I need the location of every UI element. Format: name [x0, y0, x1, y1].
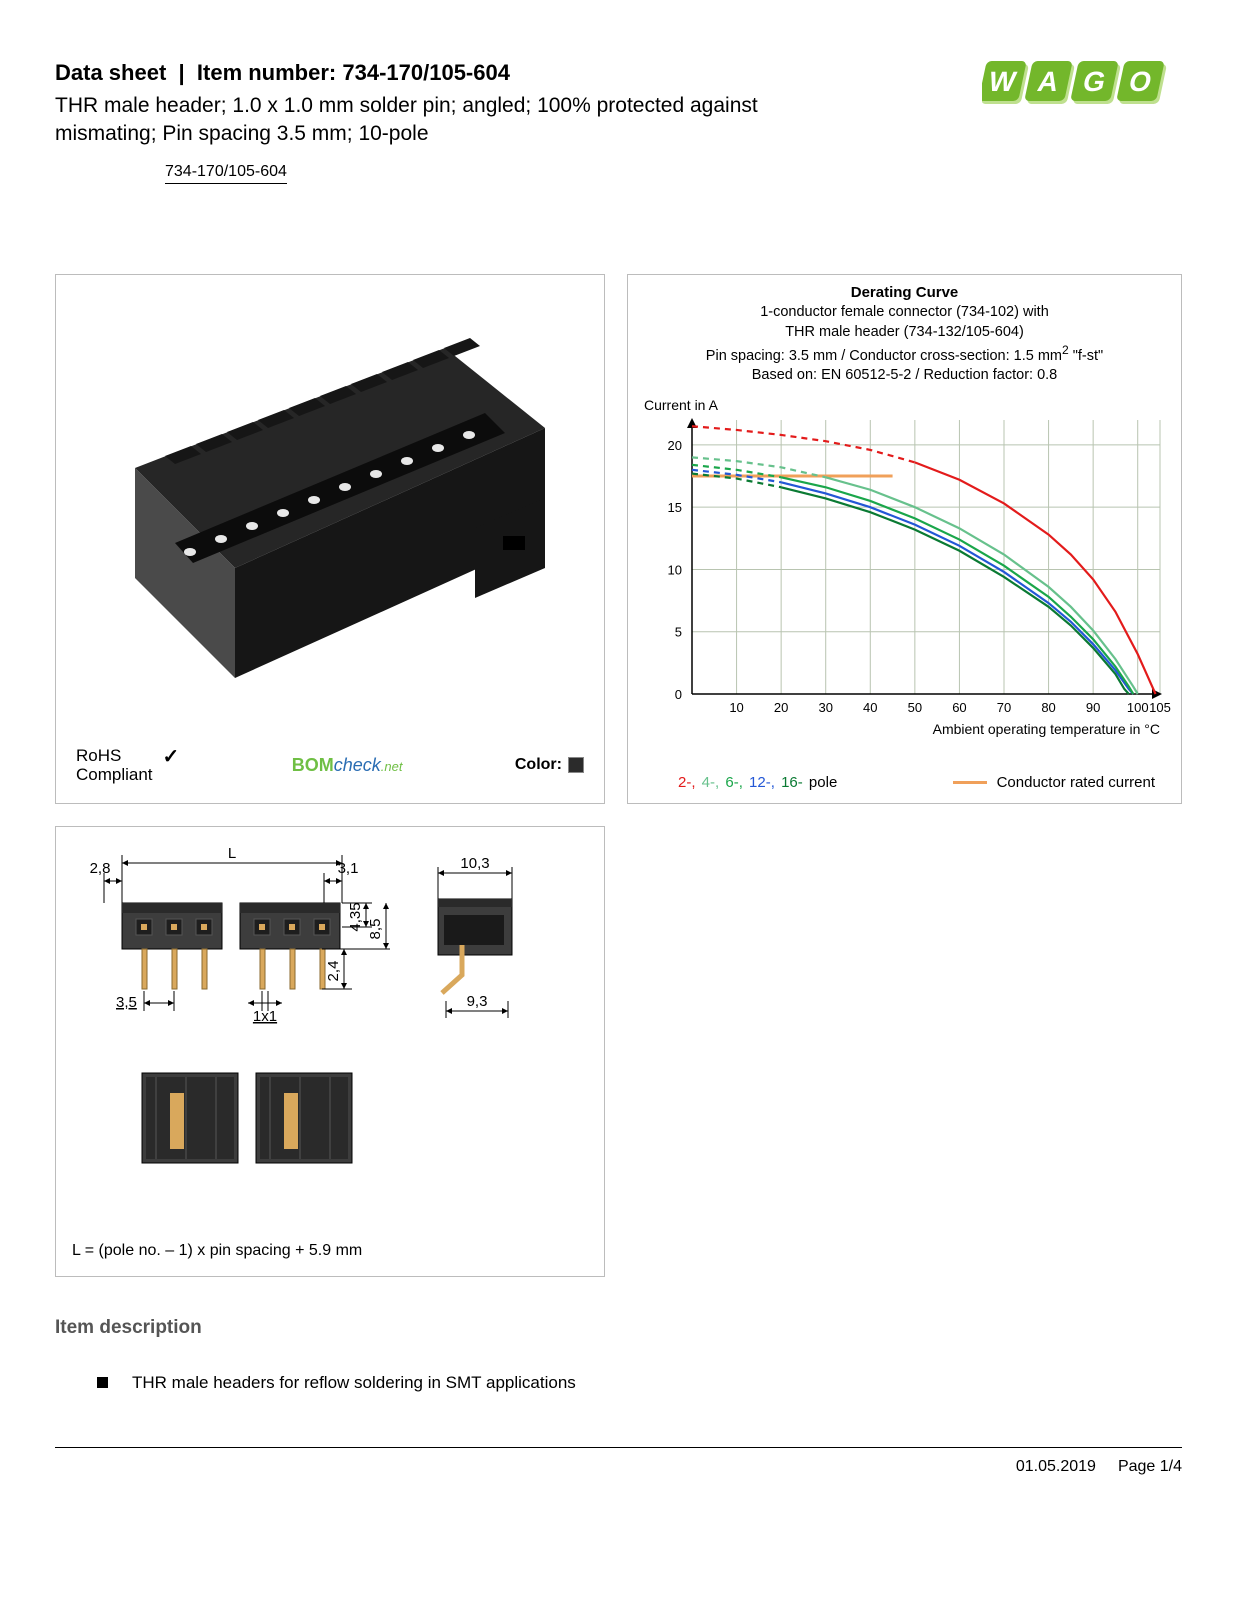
chart-subtitle-3: Pin spacing: 3.5 mm / Conductor cross-se… [636, 342, 1173, 366]
title-line: Data sheet | Item number: 734-170/105-60… [55, 60, 962, 86]
svg-text:2,8: 2,8 [90, 860, 111, 877]
bullet-icon [97, 1377, 108, 1388]
svg-text:100: 100 [1127, 700, 1149, 715]
header-text: Data sheet | Item number: 734-170/105-60… [55, 60, 962, 184]
svg-text:3,1: 3,1 [338, 860, 359, 877]
dimension-formula: L = (pole no. – 1) x pin spacing + 5.9 m… [72, 1242, 588, 1260]
description-bullet: THR male headers for reflow soldering in… [97, 1373, 1182, 1393]
svg-text:20: 20 [774, 700, 788, 715]
rohs-label: RoHS [76, 746, 153, 766]
legend-pole-item: 12-, [745, 774, 775, 791]
chart-subtitle-2: THR male header (734-132/105-604) [636, 323, 1173, 343]
legend-pole-item: 6-, [721, 774, 743, 791]
title-prefix: Data sheet [55, 60, 166, 85]
svg-text:Ambient operating temperature: Ambient operating temperature in °C [933, 721, 1160, 737]
legend-pole-item: 4-, [698, 774, 720, 791]
title-label: Item number: [197, 60, 336, 85]
item-description-heading: Item description [55, 1317, 1182, 1339]
chart-area: Current in A 10 20 30 40 50 60 70 80 90 100105 5 10 1… [636, 392, 1173, 768]
legend-rated-label: Conductor rated current [997, 774, 1155, 791]
chart-title: Derating Curve [636, 283, 1173, 303]
product-image [70, 289, 590, 738]
svg-text:1x1: 1x1 [253, 1008, 277, 1025]
svg-text:40: 40 [863, 700, 877, 715]
chart-subtitle-1: 1-conductor female connector (734-102) w… [636, 303, 1173, 323]
footer-date: 01.05.2019 [1016, 1458, 1096, 1476]
svg-text:80: 80 [1041, 700, 1055, 715]
svg-text:2,4: 2,4 [325, 960, 342, 981]
bullet-text: THR male headers for reflow soldering in… [132, 1373, 576, 1393]
check-icon: ✓ [163, 746, 180, 769]
header: Data sheet | Item number: 734-170/105-60… [55, 60, 1182, 184]
product-image-panel: RoHS Compliant ✓ BOMcheck.net Color: [55, 274, 605, 804]
bom-text: BOM [292, 755, 334, 775]
svg-text:5: 5 [675, 625, 682, 640]
title-item-number: 734-170/105-604 [342, 60, 510, 85]
rohs-compliant: RoHS Compliant ✓ [76, 746, 179, 785]
chart-title-block: Derating Curve 1-conductor female connec… [636, 283, 1173, 386]
bomcheck-logo: BOMcheck.net [292, 755, 403, 776]
color-indicator: Color: [515, 756, 584, 774]
legend-pole-item: 2-, [678, 774, 696, 791]
legend-rated-line [953, 781, 987, 784]
check-text: check [334, 755, 381, 775]
svg-text:70: 70 [997, 700, 1011, 715]
svg-text:50: 50 [908, 700, 922, 715]
legend-rated: Conductor rated current [953, 774, 1155, 791]
svg-text:15: 15 [668, 500, 682, 515]
footer: 01.05.2019 Page 1/4 [55, 1448, 1182, 1476]
compliance-row: RoHS Compliant ✓ BOMcheck.net Color: [70, 738, 590, 789]
svg-text:Current in A: Current in A [644, 397, 719, 413]
svg-text:8,5: 8,5 [367, 918, 384, 939]
wago-logo: WAGO [982, 55, 1182, 116]
color-swatch [568, 757, 584, 773]
legend-poles: 2-, 4-, 6-, 12-, 16- pole [678, 774, 839, 791]
net-text: .net [381, 759, 403, 774]
footer-page: Page 1/4 [1118, 1458, 1182, 1476]
svg-text:9,3: 9,3 [467, 993, 488, 1010]
svg-text:0: 0 [675, 687, 682, 702]
chart-subtitle-4: Based on: EN 60512-5-2 / Reduction facto… [636, 366, 1173, 386]
chart-legend: 2-, 4-, 6-, 12-, 16- pole Conductor rate… [636, 768, 1173, 791]
svg-text:L: L [228, 845, 236, 862]
dimensions-panel: L 2,8 3,1 4,358,5 3,5 1x1 2,4 10,3 9,3 L = (pole… [55, 826, 605, 1277]
svg-text:90: 90 [1086, 700, 1100, 715]
svg-text:60: 60 [952, 700, 966, 715]
color-label-text: Color: [515, 756, 562, 774]
svg-text:4,35: 4,35 [347, 902, 364, 931]
svg-text:105: 105 [1149, 700, 1171, 715]
svg-text:10,3: 10,3 [460, 855, 489, 872]
item-number-link[interactable]: 734-170/105-604 [165, 163, 287, 184]
subtitle: THR male header; 1.0 x 1.0 mm solder pin… [55, 92, 805, 149]
svg-text:3,5: 3,5 [116, 994, 137, 1011]
svg-text:20: 20 [668, 438, 682, 453]
svg-text:30: 30 [818, 700, 832, 715]
dimensions-drawing: L 2,8 3,1 4,358,5 3,5 1x1 2,4 10,3 9,3 [72, 843, 588, 1213]
legend-pole-item: 16- [777, 774, 803, 791]
compliant-label: Compliant [76, 765, 153, 785]
svg-text:10: 10 [729, 700, 743, 715]
derating-chart-panel: Derating Curve 1-conductor female connec… [627, 274, 1182, 804]
svg-text:10: 10 [668, 562, 682, 577]
panels-row: RoHS Compliant ✓ BOMcheck.net Color: Der… [55, 274, 1182, 804]
